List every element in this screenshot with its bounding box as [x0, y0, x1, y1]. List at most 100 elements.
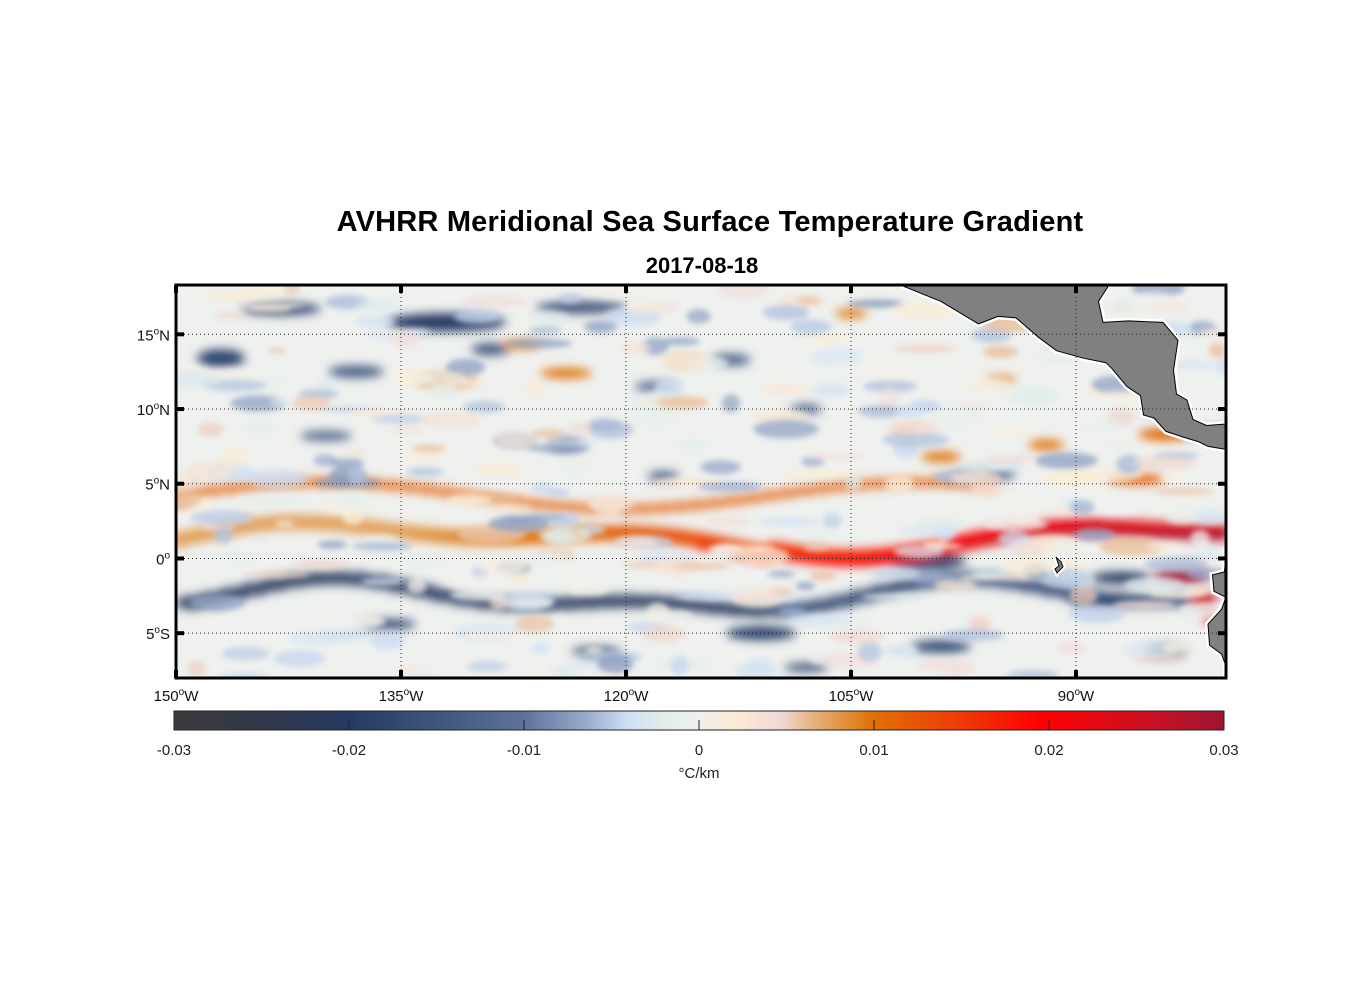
field-patch [354, 316, 396, 329]
gradient-field [176, 285, 1226, 678]
field-patch [1010, 509, 1041, 524]
field-patch [1005, 491, 1036, 504]
field-patch [1124, 576, 1184, 593]
field-patch [283, 285, 301, 297]
field-patch [1069, 586, 1098, 606]
field-north-ribbon [201, 485, 223, 496]
field-patch [658, 352, 709, 370]
south-america-land [1207, 550, 1226, 678]
field-patch [753, 419, 819, 439]
field-patch [221, 646, 270, 661]
field-patch [339, 448, 370, 455]
field-patch [879, 388, 900, 407]
field-patch [677, 439, 710, 450]
field-patch [1068, 605, 1125, 624]
y-tick-value: 10 [137, 402, 154, 419]
field-patch [788, 614, 853, 627]
field-patch [529, 464, 546, 475]
y-tick-value: 5 [146, 626, 154, 643]
field-negative-blob [911, 640, 971, 653]
field-patch [790, 319, 832, 336]
field-patch [1043, 470, 1104, 488]
field-patch [176, 475, 194, 483]
hemisphere-suffix: W [859, 688, 874, 705]
field-patch [1146, 302, 1191, 312]
field-patch [655, 396, 709, 409]
field-north-ribbon [759, 490, 781, 501]
field-north-ribbon [669, 501, 691, 512]
field-north-ribbon [435, 486, 457, 497]
field-front-core [1211, 530, 1226, 541]
field-patch [594, 512, 625, 522]
field-patch [400, 449, 459, 461]
field-patch [933, 405, 982, 426]
field-patch [467, 661, 508, 672]
field-patch [1153, 487, 1215, 496]
field-patch [587, 494, 634, 514]
field-patch [1180, 585, 1215, 593]
field-patch [1208, 342, 1226, 359]
field-patch [474, 462, 523, 476]
field-patch [700, 460, 741, 475]
field-patch [270, 331, 318, 344]
field-patch [654, 377, 684, 397]
hemisphere-suffix: W [184, 688, 199, 705]
field-patch [697, 481, 763, 492]
field-patch [969, 484, 1010, 496]
field-patch [248, 305, 292, 313]
degree-symbol: o [179, 687, 185, 698]
field-patch [757, 517, 821, 526]
field-patch [758, 383, 810, 395]
y-tick-value: 5 [145, 477, 153, 494]
field-patch [346, 616, 381, 625]
field-north-ribbon [381, 480, 403, 491]
field-patch [390, 426, 425, 434]
field-patch [870, 568, 921, 580]
degree-symbol: o [154, 326, 160, 337]
field-north-ribbon [741, 493, 763, 504]
field-patch [463, 400, 505, 413]
field-patch [190, 509, 254, 526]
field-patch [884, 474, 915, 494]
field-patch [187, 461, 235, 479]
x-tick-label: 90oW [1058, 687, 1095, 705]
hemisphere-suffix: N [159, 327, 170, 344]
field-patch [968, 616, 991, 632]
field-patch [822, 513, 842, 529]
field-patch [1007, 386, 1060, 406]
x-tick-value: 120 [604, 688, 629, 705]
field-north-ribbon [651, 502, 673, 513]
colorbar-tick-label: 0.03 [1209, 742, 1238, 759]
field-patch [982, 345, 1018, 358]
field-patch [238, 285, 287, 300]
field-patch [583, 320, 618, 334]
field-patch [800, 531, 838, 539]
field-patch [767, 570, 796, 578]
field-patch [428, 385, 459, 400]
field-patch [820, 362, 874, 377]
field-negative-blob [300, 430, 352, 441]
hemisphere-suffix: W [634, 688, 649, 705]
galapagos-island [1054, 556, 1064, 574]
graticule [176, 285, 1226, 678]
field-north-ribbon [399, 482, 421, 493]
field-patch [893, 544, 945, 559]
field-patch [721, 647, 747, 664]
field-patch [845, 475, 863, 490]
y-tick-value: 15 [137, 327, 154, 344]
field-patch [532, 642, 550, 655]
field-patch [661, 337, 701, 346]
field-patch [1069, 499, 1095, 515]
degree-symbol: o [154, 401, 160, 412]
field-patch [1035, 452, 1098, 470]
field-patch [527, 444, 591, 453]
field-patch [292, 395, 331, 411]
central-america-land [900, 285, 1226, 450]
field-patch [1215, 357, 1226, 376]
field-patch [674, 591, 739, 601]
field-patch [411, 444, 447, 453]
chart-title: AVHRR Meridional Sea Surface Temperature… [336, 206, 1084, 238]
field-patch [448, 493, 492, 508]
field-patch [1166, 360, 1219, 370]
field-patch [176, 371, 222, 388]
